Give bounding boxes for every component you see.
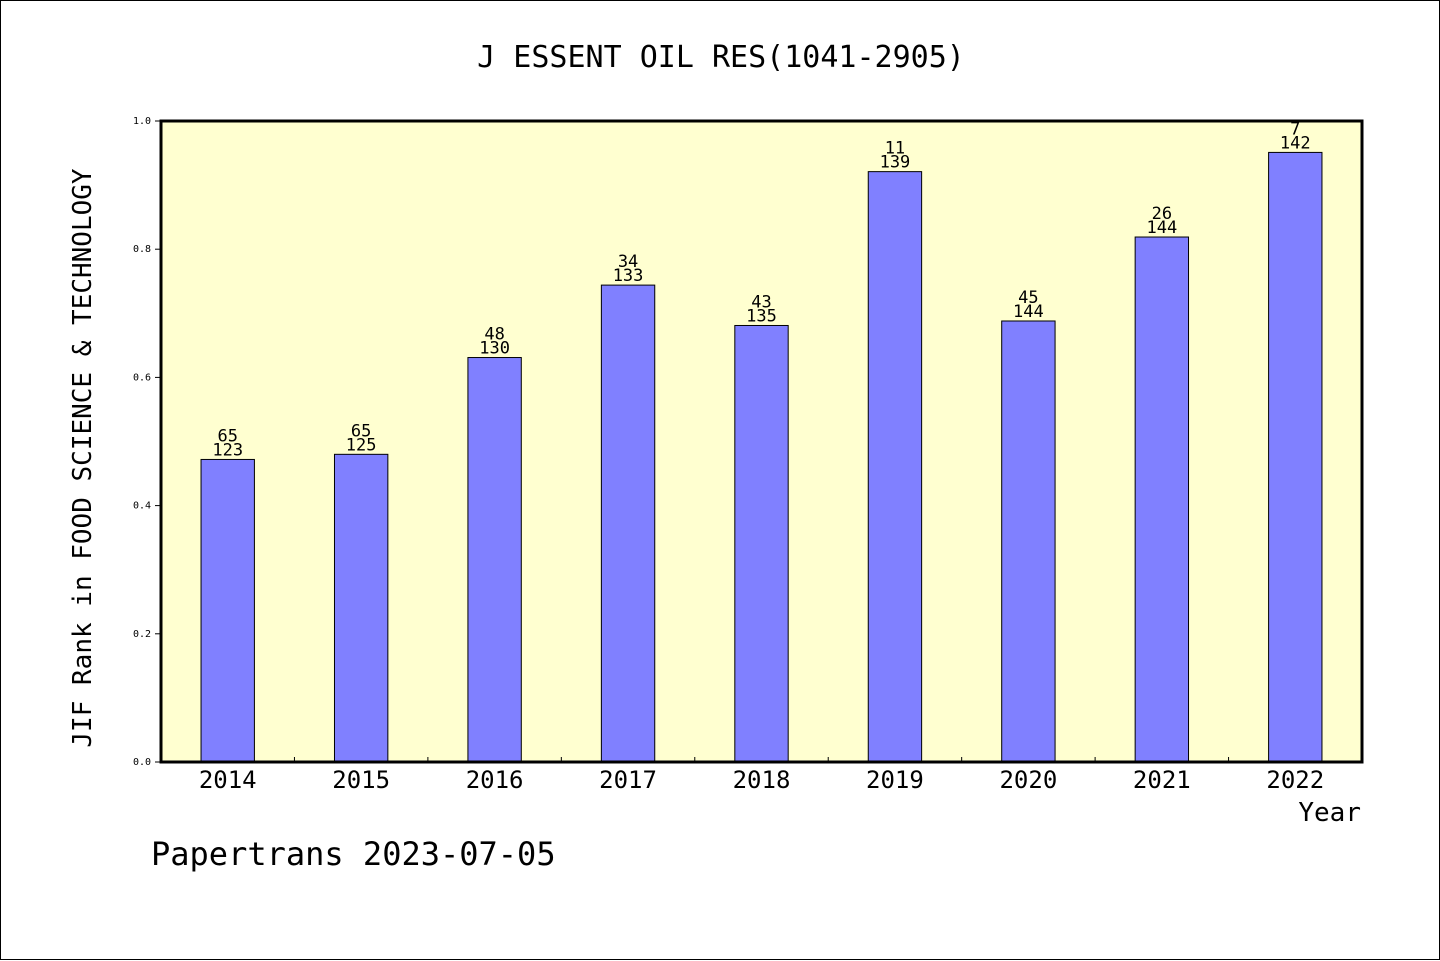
bar-total-label: 123 bbox=[212, 440, 243, 460]
plot-border bbox=[159, 119, 1364, 764]
x-tick-label-2016: 2016 bbox=[466, 766, 524, 794]
bar-total-label: 130 bbox=[479, 339, 510, 359]
bar-total-label: 133 bbox=[613, 266, 644, 286]
x-tick-label-2021: 2021 bbox=[1133, 766, 1191, 794]
x-tick-label-2017: 2017 bbox=[599, 766, 657, 794]
bar-rank-label: 45 bbox=[1018, 288, 1038, 308]
x-tick-label-2019: 2019 bbox=[866, 766, 924, 794]
y-axis-label: JIF Rank in FOOD SCIENCE & TECHNOLOGY bbox=[68, 168, 98, 748]
chart-title: J ESSENT OIL RES(1041-2905) bbox=[477, 40, 965, 75]
bar-total-label: 144 bbox=[1146, 218, 1177, 238]
x-tick-label-2020: 2020 bbox=[999, 766, 1057, 794]
bar-total-label: 125 bbox=[346, 435, 377, 455]
bar-2014 bbox=[200, 458, 255, 763]
x-axis: 2014 2015 2016 2017 2018 2019 2020 2021 2022 bbox=[199, 757, 1324, 794]
y-tick-label: 0.4 bbox=[133, 501, 151, 512]
bar-rank-label: 43 bbox=[751, 292, 771, 312]
bar-rank-label: 26 bbox=[1152, 204, 1172, 224]
bar-rank-label: 65 bbox=[217, 426, 237, 446]
bar-labels-group: 6512365125481303413343135111394514426144… bbox=[212, 119, 1310, 460]
y-axis: 0.0 0.2 0.4 0.6 0.8 1.0 bbox=[133, 116, 161, 768]
bar-total-label: 144 bbox=[1013, 302, 1044, 322]
bar-rank-label: 65 bbox=[351, 421, 371, 441]
x-tick-label-2015: 2015 bbox=[332, 766, 390, 794]
bar-2022 bbox=[1268, 151, 1323, 763]
bar-2020 bbox=[1001, 320, 1056, 763]
footer-credit: Papertrans 2023-07-05 bbox=[151, 835, 556, 873]
bars-group bbox=[200, 151, 1323, 763]
bar-rank-label: 7 bbox=[1290, 119, 1300, 139]
bar-2019 bbox=[867, 171, 923, 763]
y-tick-label: 1.0 bbox=[133, 116, 151, 127]
bar-2016 bbox=[467, 357, 522, 763]
y-tick-label: 0.0 bbox=[133, 757, 151, 768]
y-tick-label: 0.2 bbox=[133, 629, 151, 640]
bar-total-label: 135 bbox=[746, 306, 777, 326]
bar-2017 bbox=[600, 284, 656, 763]
x-axis-label: Year bbox=[1298, 798, 1361, 828]
bar-2021 bbox=[1134, 236, 1190, 763]
bar-total-label: 139 bbox=[880, 153, 911, 173]
bar-rank-label: 34 bbox=[618, 252, 638, 272]
bar-2015 bbox=[333, 453, 389, 763]
y-tick-label: 0.8 bbox=[133, 244, 151, 255]
bar-total-label: 142 bbox=[1280, 133, 1311, 153]
bar-rank-label: 48 bbox=[484, 325, 504, 345]
x-tick-label-2014: 2014 bbox=[199, 766, 257, 794]
y-tick-label: 0.6 bbox=[133, 372, 151, 383]
x-tick-label-2022: 2022 bbox=[1266, 766, 1324, 794]
bar-2018 bbox=[734, 324, 789, 763]
bar-rank-label: 11 bbox=[885, 139, 905, 159]
x-tick-label-2018: 2018 bbox=[733, 766, 791, 794]
